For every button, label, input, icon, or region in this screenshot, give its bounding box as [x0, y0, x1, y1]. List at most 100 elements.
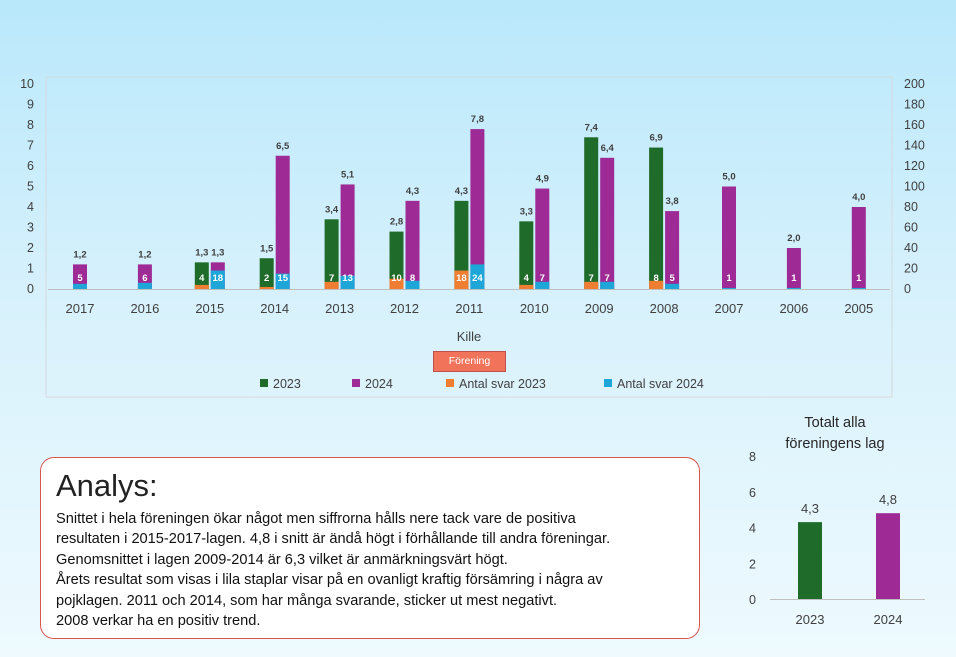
bar-antal-svar-2024 — [275, 273, 290, 289]
x-tick-label: 2014 — [260, 301, 289, 316]
bar-antal-svar-2024 — [851, 287, 866, 289]
y-tick-label: 4 — [27, 200, 34, 214]
x-tick-label: 2006 — [779, 301, 808, 316]
bar-2024 — [73, 264, 87, 289]
bar-antal-svar-2023 — [389, 278, 404, 289]
x-tick-label: 2016 — [130, 301, 159, 316]
x-tick-label: 2017 — [66, 301, 95, 316]
legend-label: Antal svar 2024 — [617, 377, 704, 391]
y-tick-label: 9 — [27, 98, 34, 112]
bar-2024 — [851, 207, 866, 289]
x-tick-label: 2011 — [455, 301, 483, 316]
x-tick-label: 2009 — [585, 301, 614, 316]
small-x-tick-label: 2023 — [796, 612, 825, 627]
analysis-title: Analys: — [56, 468, 158, 503]
data-label-2024: 3,8 — [665, 196, 678, 207]
bar-2024 — [340, 184, 355, 289]
bar-antal-svar-2024 — [535, 281, 550, 289]
data-label-2023: 3,4 — [325, 204, 339, 215]
data-label-antal-svar-2023: 7 — [589, 273, 594, 284]
data-label-antal-svar-2023: 4 — [199, 273, 205, 284]
data-label-antal-svar-2023: 10 — [391, 273, 402, 284]
main-bar-chart: 0 1 2 3 4 5 6 7 8 9 10 0 20 40 60 80 100 120 140 160 180 200… — [20, 76, 925, 398]
data-label-antal-svar-2024: 1 — [791, 273, 797, 284]
bar-antal-svar-2023 — [519, 284, 534, 289]
bar-antal-svar-2023 — [454, 270, 469, 289]
data-label-antal-svar-2023: 18 — [456, 273, 467, 284]
total-bar — [798, 522, 822, 599]
y-tick-label: 2 — [27, 241, 34, 255]
bar-antal-svar-2023 — [584, 281, 599, 289]
y-tick-label: 0 — [27, 282, 34, 296]
x-tick-label: 2005 — [844, 301, 873, 316]
data-label-2024: 2,0 — [787, 233, 800, 244]
y2-tick-label: 160 — [904, 118, 925, 132]
data-label-antal-svar-2024: 8 — [410, 273, 415, 284]
data-label-2023: 7,4 — [585, 122, 599, 133]
legend-swatch — [260, 379, 268, 387]
data-label-antal-svar-2024: 5 — [77, 273, 83, 284]
data-label-2024: 5,0 — [722, 172, 735, 183]
total-bar-label: 4,3 — [801, 501, 819, 516]
y2-tick-label: 60 — [904, 221, 918, 235]
analysis-line: resultaten i 2015-2017-lagen. 4,8 i snit… — [56, 531, 611, 548]
x-tick-label: 2013 — [325, 301, 354, 316]
small-chart-title-line: föreningens lag — [785, 436, 885, 452]
analysis-box: Analys: Snittet i hela föreningen ökar n… — [40, 457, 700, 639]
small-chart-title: Totalt alla föreningens lag — [760, 413, 910, 455]
bar-2023 — [519, 221, 534, 289]
data-label-2024: 1,3 — [211, 247, 224, 258]
data-label-2024: 1,2 — [73, 249, 86, 260]
data-label-antal-svar-2024: 6 — [142, 273, 147, 284]
bar-antal-svar-2023 — [324, 281, 339, 289]
y2-tick-label: 180 — [904, 98, 925, 112]
data-label-antal-svar-2024: 13 — [342, 273, 353, 284]
bar-2023 — [389, 231, 404, 289]
data-label-2023: 2,8 — [390, 217, 403, 228]
small-x-tick-label: 2024 — [874, 612, 903, 627]
forening-filter-button[interactable]: Förening — [433, 351, 506, 372]
data-label-2023: 4,3 — [455, 186, 468, 197]
bar-2023 — [454, 200, 469, 289]
analysis-line: 2008 verkar ha en positiv trend. — [56, 613, 261, 630]
data-label-antal-svar-2024: 5 — [669, 273, 675, 284]
y2-tick-label: 200 — [904, 77, 925, 91]
y-tick-label: 3 — [27, 221, 34, 235]
bar-2024 — [535, 188, 550, 289]
bar-2024 — [405, 200, 420, 289]
y2-tick-label: 80 — [904, 200, 918, 214]
bar-antal-svar-2024 — [722, 287, 736, 289]
x-tick-label: 2007 — [715, 301, 744, 316]
y2-tick-label: 120 — [904, 159, 925, 173]
data-label-antal-svar-2024: 1 — [726, 273, 732, 284]
legend-label: 2024 — [365, 377, 393, 391]
data-label-2024: 5,1 — [341, 169, 355, 180]
data-label-antal-svar-2024: 18 — [213, 273, 224, 284]
analysis-line: Genomsnittet i lagen 2009-2014 är 6,3 vi… — [56, 551, 508, 568]
legend-swatch — [352, 379, 360, 387]
data-label-antal-svar-2024: 7 — [605, 273, 610, 284]
x-tick-label: 2015 — [195, 301, 224, 316]
x-tick-label: 2008 — [650, 301, 679, 316]
analysis-line: Årets resultat som visas i lila staplar … — [56, 572, 603, 589]
y2-tick-label: 40 — [904, 241, 918, 255]
bar-2024 — [665, 211, 680, 289]
y-tick-label: 5 — [27, 180, 34, 194]
data-label-antal-svar-2024: 24 — [472, 273, 483, 284]
legend-label: Antal svar 2023 — [459, 377, 546, 391]
total-bar-label: 4,8 — [879, 492, 897, 507]
bar-2024 — [600, 157, 615, 289]
bar-antal-svar-2023 — [649, 280, 664, 289]
data-label-antal-svar-2024: 7 — [540, 273, 545, 284]
small-chart-title-line: Totalt alla — [804, 415, 866, 431]
bar-2023 — [324, 219, 339, 289]
data-label-antal-svar-2023: 7 — [329, 273, 334, 284]
data-label-2024: 1,2 — [138, 249, 151, 260]
bar-antal-svar-2023 — [194, 284, 209, 289]
y2-tick-label: 20 — [904, 262, 918, 276]
legend-label: 2023 — [273, 377, 301, 391]
data-label-2023: 3,3 — [520, 206, 533, 217]
data-label-2024: 4,9 — [536, 174, 549, 185]
small-y-tick-label: 4 — [749, 522, 756, 536]
bar-2024 — [470, 129, 485, 289]
